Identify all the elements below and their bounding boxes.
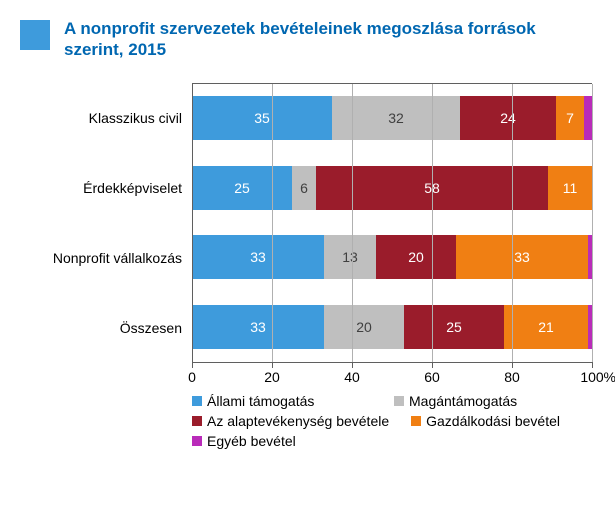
stacked-bar: 33132033: [192, 235, 592, 279]
legend-item: Gazdálkodási bevétel: [411, 413, 591, 429]
bar-segment: 6: [292, 166, 316, 210]
legend: Állami támogatás Magántámogatás Az alaptev…: [192, 393, 592, 453]
y-axis-labels: Klasszikus civil Érdekképviselet Nonprof…: [32, 83, 192, 363]
x-tick-label: 80: [504, 369, 520, 385]
legend-item: Az alaptevékenység bevétele: [192, 413, 389, 429]
bar-segment: 24: [460, 96, 556, 140]
chart-header: A nonprofit szervezetek bevételeinek meg…: [20, 18, 595, 61]
bar-segment: 7: [556, 96, 584, 140]
stacked-bar: 33202521: [192, 305, 592, 349]
stacked-bar: 2565811: [192, 166, 592, 210]
gridline: [432, 84, 433, 362]
chart-title: A nonprofit szervezetek bevételeinek meg…: [64, 18, 595, 61]
bar-segment: 11: [548, 166, 592, 210]
x-tick-label: 60: [424, 369, 440, 385]
bar-row: 3532247: [192, 84, 592, 154]
category-label: Érdekképviselet: [32, 153, 192, 223]
x-tick-label: 40: [344, 369, 360, 385]
legend-label: Az alaptevékenység bevétele: [207, 413, 389, 429]
gridline: [512, 84, 513, 362]
legend-label: Gazdálkodási bevétel: [426, 413, 560, 429]
bar-segment: 13: [324, 235, 376, 279]
legend-swatch: [394, 396, 404, 406]
category-label: Nonprofit vállalkozás: [32, 223, 192, 293]
bar-row: 33202521: [192, 292, 592, 362]
gridline: [192, 84, 193, 362]
bars-layer: 353224725658113313203333202521: [192, 84, 592, 362]
bar-segment: 20: [324, 305, 404, 349]
plot: Klasszikus civil Érdekképviselet Nonprof…: [32, 83, 592, 363]
bar-row: 33132033: [192, 223, 592, 293]
x-tick-label: 0: [188, 369, 196, 385]
gridline: [272, 84, 273, 362]
category-label: Klasszikus civil: [32, 83, 192, 153]
bar-row: 2565811: [192, 153, 592, 223]
stacked-bar: 3532247: [192, 96, 592, 140]
x-tick-label: 20: [264, 369, 280, 385]
plot-area: 353224725658113313203333202521: [192, 83, 592, 363]
gridline: [352, 84, 353, 362]
legend-item: Magántámogatás: [394, 393, 574, 409]
legend-item: Állami támogatás: [192, 393, 372, 409]
bar-segment: 25: [404, 305, 504, 349]
bar-segment: 20: [376, 235, 456, 279]
legend-label: Egyéb bevétel: [207, 433, 296, 449]
legend-label: Állami támogatás: [207, 393, 314, 409]
bar-segment: 25: [192, 166, 292, 210]
x-tick: [592, 362, 593, 368]
legend-swatch: [192, 436, 202, 446]
bar-segment: [584, 96, 592, 140]
x-axis-unit: %: [604, 369, 615, 385]
bar-segment: 33: [192, 305, 324, 349]
chart-container: Klasszikus civil Érdekképviselet Nonprof…: [32, 83, 592, 453]
x-tick-label: 100: [580, 369, 603, 385]
header-accent-square: [20, 20, 50, 50]
legend-item: Egyéb bevétel: [192, 433, 372, 449]
bar-segment: 21: [504, 305, 588, 349]
legend-swatch: [192, 396, 202, 406]
x-axis: % 020406080100: [192, 363, 592, 389]
bar-segment: 33: [192, 235, 324, 279]
bar-segment: 33: [456, 235, 588, 279]
bar-segment: 35: [192, 96, 332, 140]
legend-swatch: [411, 416, 421, 426]
gridline: [592, 84, 593, 362]
legend-label: Magántámogatás: [409, 393, 517, 409]
category-label: Összesen: [32, 293, 192, 363]
legend-swatch: [192, 416, 202, 426]
